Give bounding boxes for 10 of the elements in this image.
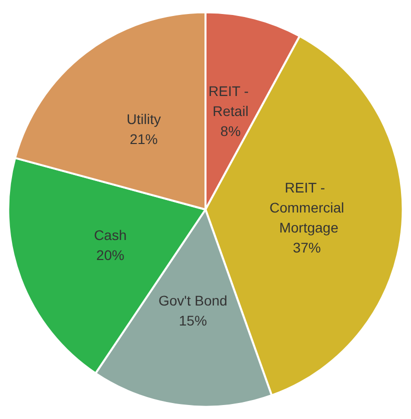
slice-label: REIT - Retail — [208, 82, 253, 119]
data-label: 21% — [130, 130, 158, 147]
data-label: 8% — [220, 122, 241, 139]
data-label: 37% — [292, 239, 321, 256]
data-label: 20% — [96, 247, 124, 264]
slice-label: REIT - Commercial Mortgage — [269, 179, 344, 236]
slice-label: Utility — [126, 110, 161, 127]
slice-label: Gov't Bond — [158, 292, 228, 308]
slice-label: Cash — [94, 227, 127, 244]
data-label: 15% — [178, 312, 207, 328]
